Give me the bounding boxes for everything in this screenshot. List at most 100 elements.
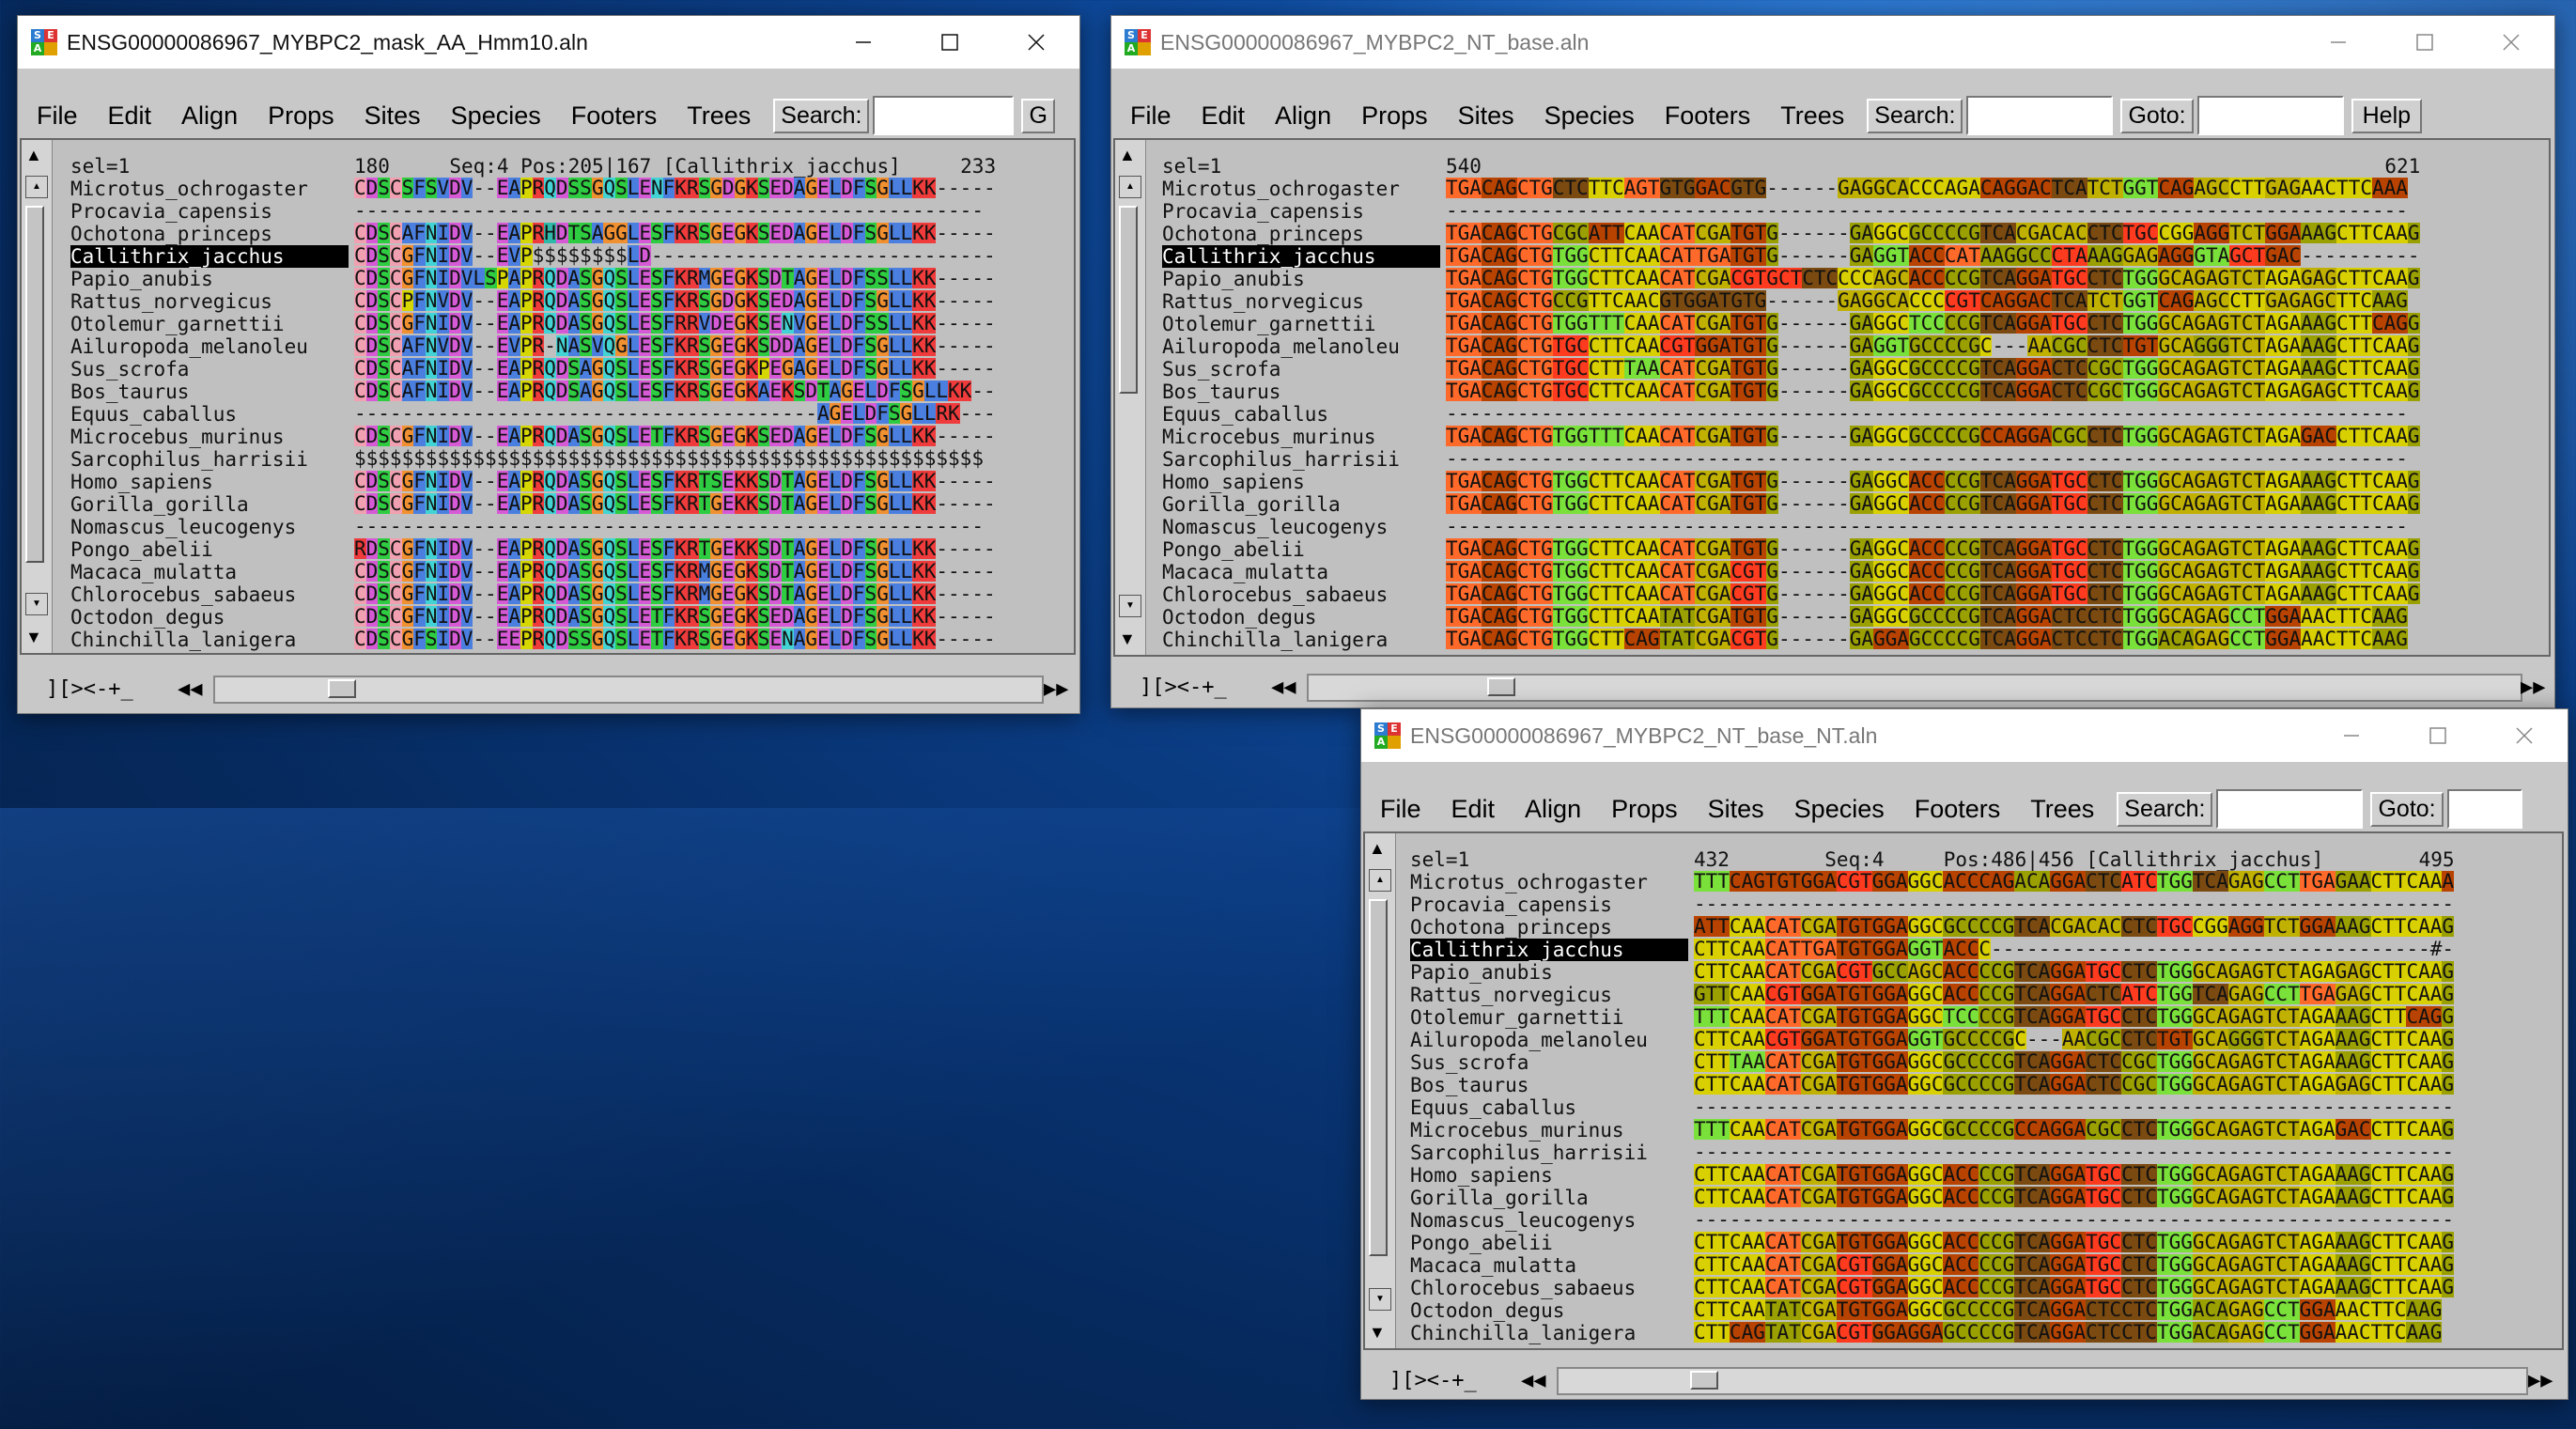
menu-props[interactable]: Props bbox=[268, 101, 334, 130]
shift-controls[interactable]: ][><-+_ bbox=[46, 676, 133, 701]
species-name[interactable]: Procavia_capensis bbox=[70, 200, 272, 223]
goto-input[interactable] bbox=[2446, 789, 2522, 829]
scroll-down-icon[interactable]: ▼ bbox=[1369, 1288, 1391, 1311]
scroll-up-icon[interactable]: ▲ bbox=[25, 176, 48, 198]
sequence-row[interactable]: ---------------------------------------A… bbox=[354, 403, 996, 426]
menu-props[interactable]: Props bbox=[1611, 794, 1678, 823]
species-name[interactable]: Pongo_abelii bbox=[70, 538, 213, 561]
sequence-row[interactable]: ----------------------------------------… bbox=[354, 200, 996, 223]
horizontal-track[interactable] bbox=[1557, 1367, 2528, 1395]
horizontal-scrollbar[interactable]: ][><-+_ ◀◀ ▶▶ bbox=[46, 672, 1070, 706]
sequence-row[interactable]: ----------------------------------------… bbox=[1694, 1142, 2455, 1164]
sequence-row[interactable]: ----------------------------------------… bbox=[1446, 448, 2420, 471]
scroll-thumb[interactable] bbox=[25, 206, 44, 563]
sequence-row[interactable]: ----------------------------------------… bbox=[1446, 200, 2420, 223]
species-name[interactable]: Gorilla_gorilla bbox=[70, 493, 249, 516]
species-name[interactable]: Chinchilla_lanigera bbox=[1162, 629, 1389, 651]
sequence-row[interactable]: ----------------------------------------… bbox=[354, 516, 996, 538]
species-name[interactable]: Ochotona_princeps bbox=[1410, 916, 1612, 939]
species-name[interactable]: Microcebus_murinus bbox=[70, 426, 285, 448]
sequence-row[interactable]: ----------------------------------------… bbox=[1446, 516, 2420, 538]
species-name[interactable]: Ochotona_princeps bbox=[70, 223, 272, 245]
alignment-pane[interactable]: sel=1 Microtus_ochrogaster Procavia_capens… bbox=[1410, 848, 2556, 1344]
menu-align[interactable]: Align bbox=[1275, 101, 1332, 130]
species-name[interactable]: Sus_scrofa bbox=[1410, 1051, 1529, 1074]
species-name[interactable]: Octodon_degus bbox=[1162, 606, 1317, 629]
search-input[interactable] bbox=[1966, 96, 2114, 135]
species-name[interactable]: Microcebus_murinus bbox=[1162, 426, 1376, 448]
alignment-pane[interactable]: sel=1 Microtus_ochrogaster Procavia_capens… bbox=[70, 155, 1068, 651]
sequence-row[interactable]: C D S C G F N I D V - - E V P $ $ $ $ $ $ $ $ L D - - - - - - - - - - - - - - -… bbox=[354, 245, 996, 268]
species-name[interactable]: Macaca_mulatta bbox=[70, 561, 238, 583]
horizontal-thumb[interactable] bbox=[328, 679, 356, 698]
species-name[interactable]: Chlorocebus_sabaeus bbox=[70, 583, 297, 606]
species-name[interactable]: Sarcophilus_harrisii bbox=[1162, 448, 1400, 471]
species-name[interactable]: Ailuropoda_melanoleu bbox=[1162, 335, 1400, 358]
menu-edit[interactable]: Edit bbox=[1451, 794, 1496, 823]
goto-input[interactable] bbox=[2196, 96, 2344, 135]
species-name[interactable]: Ochotona_princeps bbox=[1162, 223, 1364, 245]
scroll-right-end-icon[interactable]: ▶▶ bbox=[2528, 1368, 2553, 1392]
species-name[interactable]: Microtus_ochrogaster bbox=[70, 178, 308, 200]
species-name[interactable]: Equus_caballus bbox=[1410, 1096, 1577, 1119]
menu-trees[interactable]: Trees bbox=[1780, 101, 1845, 130]
species-name[interactable]: Homo_sapiens bbox=[1410, 1164, 1553, 1187]
species-name[interactable]: Otolemur_garnettii bbox=[1162, 313, 1376, 335]
shift-controls[interactable]: ][><-+_ bbox=[1140, 675, 1227, 699]
scroll-down-icon[interactable]: ▼ bbox=[25, 593, 48, 615]
scroll-bottom-icon[interactable]: ▼ bbox=[1369, 1323, 1386, 1342]
species-name[interactable]: Microtus_ochrogaster bbox=[1162, 178, 1400, 200]
minimize-button[interactable] bbox=[2308, 709, 2395, 762]
species-name[interactable]: Gorilla_gorilla bbox=[1162, 493, 1341, 516]
species-name[interactable]: Papio_anubis bbox=[1162, 268, 1305, 290]
species-name[interactable]: Macaca_mulatta bbox=[1410, 1254, 1577, 1277]
scroll-top-icon[interactable]: ▲ bbox=[1369, 839, 1386, 858]
close-button[interactable] bbox=[2468, 16, 2554, 69]
species-name[interactable]: Chinchilla_lanigera bbox=[1410, 1322, 1637, 1344]
search-input[interactable] bbox=[2216, 789, 2364, 829]
scroll-bottom-icon[interactable]: ▼ bbox=[1119, 629, 1136, 648]
species-name[interactable]: Otolemur_garnettii bbox=[1410, 1006, 1624, 1029]
scroll-top-icon[interactable]: ▲ bbox=[1119, 146, 1136, 164]
species-name[interactable]: Callithrix_jacchus bbox=[70, 245, 349, 268]
menu-file[interactable]: File bbox=[37, 101, 78, 130]
maximize-button[interactable] bbox=[907, 16, 993, 69]
species-name[interactable]: Nomascus_leucogenys bbox=[1410, 1209, 1637, 1232]
species-name[interactable]: Otolemur_garnettii bbox=[70, 313, 285, 335]
scroll-thumb[interactable] bbox=[1369, 899, 1388, 1256]
species-name[interactable]: Nomascus_leucogenys bbox=[1162, 516, 1389, 538]
species-name[interactable]: Rattus_norvegicus bbox=[1162, 290, 1364, 313]
alignment-pane[interactable]: sel=1 Microtus_ochrogaster Procavia_capens… bbox=[1162, 155, 2543, 651]
species-name[interactable]: Procavia_capensis bbox=[1162, 200, 1364, 223]
sequence-row[interactable]: ----------------------------------------… bbox=[1694, 1209, 2455, 1232]
species-name[interactable]: Homo_sapiens bbox=[70, 471, 213, 493]
search-input[interactable] bbox=[873, 96, 1015, 135]
species-name[interactable]: Equus_caballus bbox=[70, 403, 238, 426]
species-name[interactable]: Gorilla_gorilla bbox=[1410, 1187, 1589, 1209]
menu-sites[interactable]: Sites bbox=[364, 101, 421, 130]
